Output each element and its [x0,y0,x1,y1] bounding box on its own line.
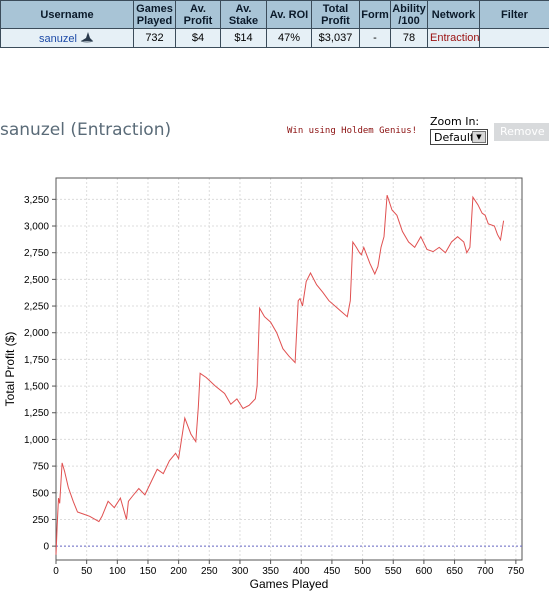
y-tick-label: 500 [32,488,49,499]
col-network[interactable]: Network [427,0,480,29]
y-tick-label: 1,000 [24,435,49,446]
cell-av-stake: $14 [220,28,267,48]
x-tick-label: 550 [385,566,402,577]
y-tick-label: 2,250 [24,302,49,313]
x-tick-label: 150 [140,566,157,577]
shark-icon [80,32,94,43]
y-axis-label: Total Profit ($) [3,332,17,407]
cell-av-profit: $4 [175,28,221,48]
chart-ticks: 0 50 100 150 200 250 300 350 400 450 500 550 600 650 7… [24,195,525,577]
y-tick-label: 750 [32,462,49,473]
x-tick-label: 300 [232,566,249,577]
y-tick-label: 0 [43,542,49,553]
cell-network: Entraction [427,28,480,48]
y-tick-label: 1,500 [24,382,49,393]
y-tick-label: 250 [32,515,49,526]
chart-frame [55,177,523,561]
col-av-stake[interactable]: Av. Stake [220,0,267,29]
x-tick-label: 350 [262,566,279,577]
col-av-roi[interactable]: Av. ROI [266,0,312,29]
x-tick-label: 100 [109,566,126,577]
col-av-profit[interactable]: Av. Profit [175,0,221,29]
zoom-label: Zoom In: [430,115,480,128]
col-username[interactable]: Username [0,0,134,29]
y-tick-label: 3,000 [24,222,49,233]
chevron-down-icon[interactable]: ▼ [472,131,486,143]
player-stats-table: Username Games Played Av. Profit Av. Sta… [0,0,549,48]
table-header-row: Username Games Played Av. Profit Av. Sta… [0,0,549,29]
x-tick-label: 200 [170,566,187,577]
zoom-select[interactable]: Default ▼ [430,129,488,145]
col-games-played[interactable]: Games Played [133,0,176,29]
chart-grid [55,178,522,560]
promo-link[interactable]: Win using Holdem Genius! [287,126,418,136]
y-tick-label: 1,250 [24,408,49,419]
zoom-select-value: Default [434,131,475,144]
y-tick-label: 1,750 [24,355,49,366]
col-ability[interactable]: Ability /100 [390,0,428,29]
remove-button[interactable]: Remove [494,123,549,141]
cell-games-played: 732 [133,28,176,48]
x-tick-label: 250 [201,566,218,577]
network-link[interactable]: Entraction [430,32,480,44]
x-tick-label: 600 [416,566,433,577]
profit-series-line [55,194,505,555]
table-row: sanuzel 732 $4 $14 47% $3,037 - 78 Entra… [0,28,549,48]
profit-chart: 0 50 100 150 200 250 300 350 400 450 500 550 600 650 7… [3,177,525,591]
cell-ability: 78 [390,28,428,48]
cell-form: - [359,28,391,48]
y-tick-label: 2,500 [24,275,49,286]
col-total-profit[interactable]: Total Profit [311,0,360,29]
x-tick-label: 450 [324,566,341,577]
col-form[interactable]: Form [359,0,391,29]
x-tick-label: 700 [477,566,494,577]
y-tick-label: 2,750 [24,248,49,259]
x-tick-label: 650 [446,566,463,577]
username-link[interactable]: sanuzel [39,33,77,45]
x-tick-label: 500 [354,566,371,577]
col-filter[interactable]: Filter [479,0,549,29]
cell-filter[interactable] [479,28,549,48]
cell-username: sanuzel [0,28,134,48]
x-tick-label: 50 [81,566,93,577]
x-tick-label: 400 [293,566,310,577]
page-title: sanuzel (Entraction) [0,120,172,140]
x-axis-label: Games Played [250,577,329,591]
cell-av-roi: 47% [266,28,312,48]
x-tick-label: 750 [508,566,525,577]
x-tick-label: 0 [53,566,59,577]
cell-total-profit: $3,037 [311,28,360,48]
y-tick-label: 2,000 [24,328,49,339]
y-tick-label: 3,250 [24,195,49,206]
